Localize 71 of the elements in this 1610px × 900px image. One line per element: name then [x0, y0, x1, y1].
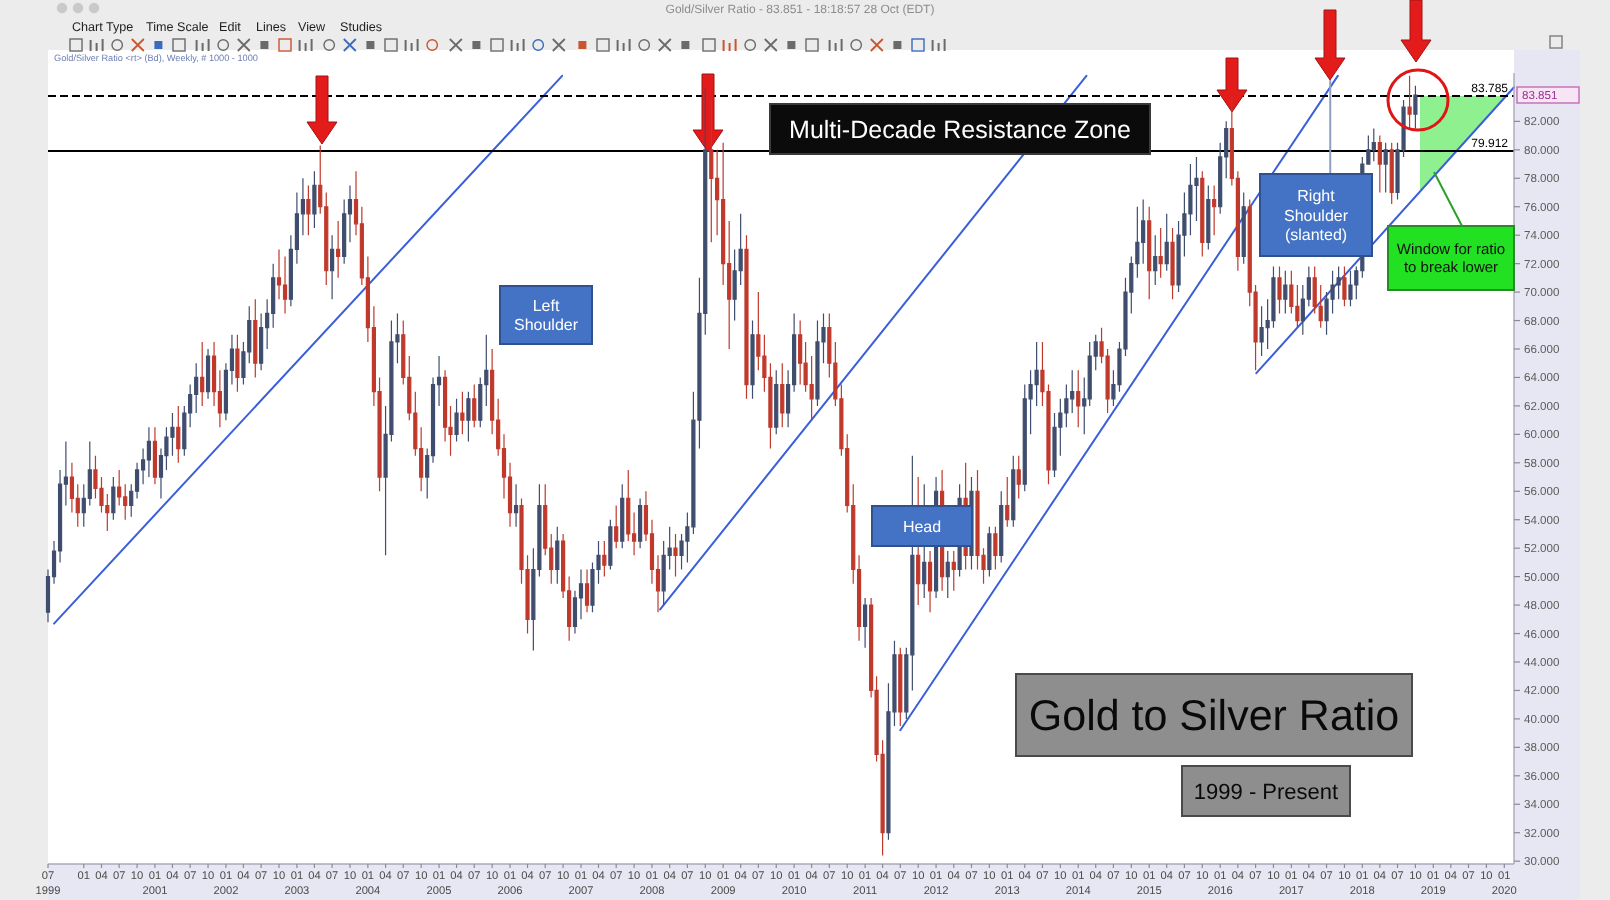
candlestick: [235, 334, 240, 393]
text: Gold to Silver Ratio: [1028, 692, 1400, 741]
candlestick: [1200, 170, 1205, 258]
candlestick: [863, 597, 868, 649]
candlestick: [602, 540, 607, 578]
candlestick: [1005, 476, 1010, 528]
candlestick: [774, 369, 779, 435]
annotation: Head: [902, 517, 942, 536]
candlestick: [330, 234, 335, 300]
candlestick: [253, 298, 258, 379]
candlestick: [1389, 142, 1394, 205]
candlestick: [1206, 184, 1211, 251]
candlestick: [1371, 127, 1376, 162]
candlestick: [176, 405, 181, 464]
candlestick: [1011, 455, 1016, 528]
candlestick: [1241, 191, 1246, 265]
candlestick: [620, 483, 625, 549]
candlestick: [111, 476, 116, 521]
candlestick: [460, 391, 465, 435]
candlestick: [673, 533, 678, 578]
candlestick: [987, 526, 992, 578]
candlestick: [152, 426, 158, 485]
candlestick: [1212, 184, 1217, 236]
candlestick: [1413, 85, 1418, 130]
candlestick: [1147, 206, 1152, 300]
candlestick: [466, 391, 471, 443]
candlestick: [1407, 75, 1412, 130]
candlestick: [1377, 135, 1382, 194]
candlestick: [999, 490, 1004, 563]
candlestick: [513, 483, 519, 528]
candlestick: [454, 398, 459, 443]
candlestick: [312, 170, 317, 229]
candlestick: [1277, 265, 1282, 315]
annotation: Left Shoulder: [513, 297, 579, 335]
candlestick: [927, 550, 933, 613]
candlestick: [1170, 227, 1175, 300]
candlestick: [1158, 227, 1163, 279]
annotation: Multi-Decade Resistance Zone: [789, 115, 1131, 144]
candlestick: [205, 348, 211, 400]
candlestick: [555, 526, 560, 585]
candlestick: [798, 319, 803, 386]
candlestick: [306, 184, 311, 236]
candlestick: [709, 99, 714, 243]
candlestick: [750, 319, 755, 400]
candlestick: [744, 234, 749, 400]
candlestick: [993, 526, 998, 571]
candlestick: [336, 220, 341, 279]
candlestick: [945, 550, 950, 599]
candlestick: [282, 255, 288, 315]
candlestick: [780, 362, 785, 428]
candlestick: [1076, 369, 1081, 428]
text: 1999 - Present: [1193, 780, 1339, 805]
candlestick: [1259, 305, 1264, 357]
candlestick: [951, 550, 956, 592]
candlestick: [1342, 265, 1347, 307]
candlestick: [1016, 455, 1021, 499]
candlestick: [200, 341, 205, 407]
annotation: Right Shoulder (slanted): [1283, 187, 1349, 244]
candlestick: [1348, 270, 1353, 307]
candlestick: [638, 497, 643, 549]
candlestick: [1153, 234, 1158, 286]
candlestick: [898, 647, 903, 727]
candlestick: [472, 383, 477, 428]
candlestick: [1283, 270, 1288, 315]
candlestick: [1383, 142, 1388, 194]
candlestick: [584, 568, 590, 613]
candlestick: [614, 504, 619, 549]
candlestick: [146, 426, 152, 478]
candlestick: [608, 519, 613, 571]
candlestick: [815, 319, 820, 407]
candlestick: [1164, 213, 1169, 272]
